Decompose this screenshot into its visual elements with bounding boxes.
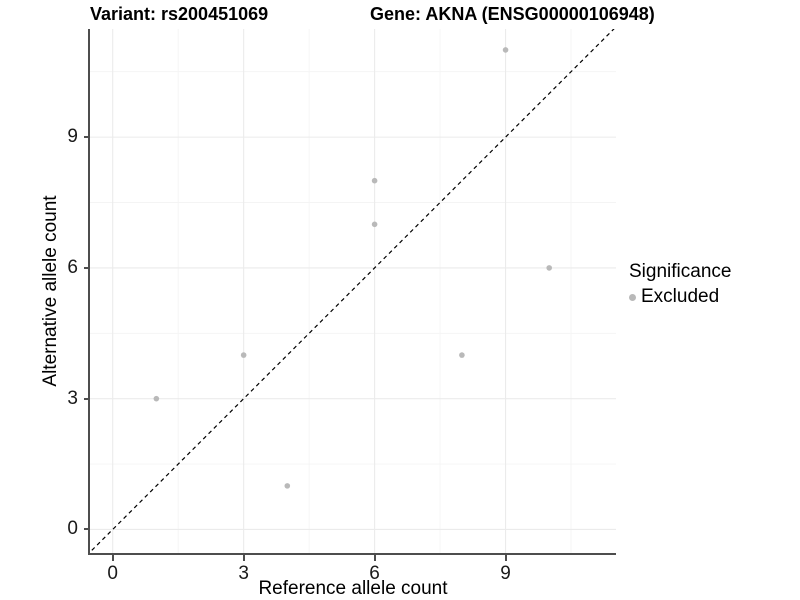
data-point [546, 265, 553, 271]
plot-panel [88, 29, 616, 555]
data-point [284, 483, 291, 489]
data-point [240, 352, 247, 358]
y-axis-tick [84, 528, 90, 531]
x-tick-label: 3 [238, 563, 249, 584]
x-tick-label: 9 [500, 563, 511, 584]
y-axis-tick [84, 266, 90, 269]
x-axis-tick [242, 555, 245, 561]
y-tick-label: 0 [67, 518, 78, 540]
y-axis-tick [84, 136, 90, 139]
y-tick-label: 9 [67, 126, 78, 148]
plot-title-variant: Variant: rs200451069 [90, 4, 269, 24]
x-tick-label: 6 [369, 563, 380, 584]
legend-entry-label: Excluded [641, 286, 720, 307]
x-axis-tick [504, 555, 507, 561]
legend-title: Significance [629, 261, 732, 282]
data-point [371, 221, 378, 228]
data-point [371, 177, 378, 184]
data-point [459, 352, 465, 358]
plot-title-gene: Gene: AKNA (ENSG00000106948) [370, 4, 655, 24]
legend: Significance Excluded [629, 261, 731, 308]
legend-point-icon [629, 293, 636, 301]
x-axis-tick [373, 555, 376, 561]
y-tick-label: 3 [67, 387, 78, 409]
plot-panel-svg [90, 29, 616, 553]
y-axis-tick [84, 397, 90, 400]
x-axis-tick [111, 555, 114, 561]
y-tick-label: 6 [67, 256, 78, 278]
legend-entry: Excluded [629, 286, 731, 308]
data-point [502, 47, 509, 53]
x-axis-title: Reference allele count [258, 578, 448, 599]
x-tick-label: 0 [107, 563, 118, 584]
data-point [153, 395, 160, 402]
identity-line [90, 29, 615, 553]
